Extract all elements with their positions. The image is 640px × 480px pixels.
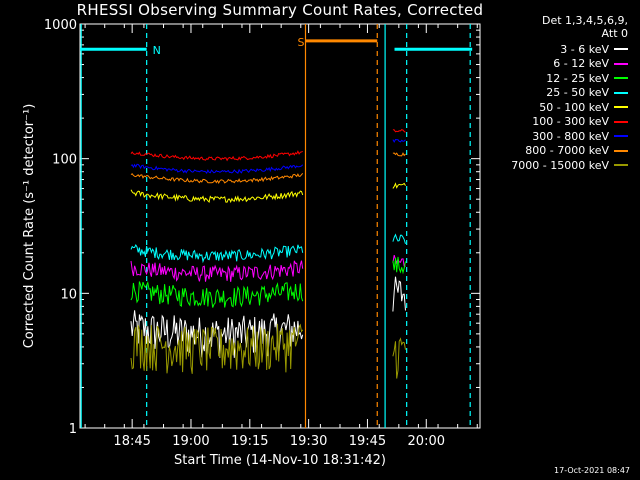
series-line-2 xyxy=(130,280,304,308)
series-line-0 xyxy=(392,276,406,312)
legend-swatch xyxy=(614,135,628,137)
flag-label-s: S xyxy=(297,36,304,49)
legend-swatch xyxy=(614,91,628,94)
legend-header-attenuator: Att 0 xyxy=(601,27,628,40)
legend-entry: 6 - 12 keV xyxy=(553,57,628,71)
series-line-0 xyxy=(130,310,304,359)
x-tick-label: 19:00 xyxy=(172,434,209,449)
x-axis-label: Start Time (14-Nov-10 18:31:42) xyxy=(174,453,386,468)
x-tick-label: 19:45 xyxy=(349,434,386,449)
chart-title: RHESSI Observing Summary Count Rates, Co… xyxy=(76,1,484,19)
legend-header-detectors: Det 1,3,4,5,6,9, xyxy=(541,14,628,27)
x-tick-label: 20:00 xyxy=(408,434,445,449)
series-line-6 xyxy=(130,163,304,175)
legend-swatch xyxy=(614,77,628,79)
legend-label: 6 - 12 keV xyxy=(553,57,609,70)
legend-label: 300 - 800 keV xyxy=(532,129,609,143)
legend-swatch xyxy=(614,149,628,152)
series-line-7 xyxy=(392,152,406,157)
series-line-3 xyxy=(392,233,406,244)
flag-label-n: N xyxy=(153,44,161,57)
series-line-7 xyxy=(130,172,304,184)
legend-entry: 12 - 25 keV xyxy=(546,71,628,85)
legend-label: 3 - 6 keV xyxy=(560,42,609,56)
series-line-6 xyxy=(392,138,406,143)
legend-label: 800 - 7000 keV xyxy=(525,144,609,157)
series-line-5 xyxy=(130,150,303,162)
legend-label: 12 - 25 keV xyxy=(546,71,609,85)
series-line-2 xyxy=(392,256,406,275)
y-axis-label: Corrected Count Rate (s⁻¹ detector⁻¹) xyxy=(22,104,37,349)
legend-entry: 25 - 50 keV xyxy=(546,86,628,100)
x-tick-label: 18:45 xyxy=(113,434,150,449)
timestamp: 17-Oct-2021 08:47 xyxy=(554,466,630,475)
legend-entry: 7000 - 15000 keV xyxy=(511,158,628,172)
legend-label: 7000 - 15000 keV xyxy=(511,158,609,172)
legend-swatch xyxy=(614,48,628,50)
y-tick-label: 1000 xyxy=(44,18,77,33)
plot-area: 1 10 100 1000 18:45 19:00 19:15 19:30 19:45 20:00… xyxy=(22,18,481,449)
legend-entry: 50 - 100 keV xyxy=(539,100,628,114)
x-tick-label: 19:15 xyxy=(231,434,268,449)
legend-label: 50 - 100 keV xyxy=(539,100,609,114)
legend-label: 25 - 50 keV xyxy=(546,86,609,99)
series-line-1 xyxy=(130,260,304,282)
legend-swatch xyxy=(614,120,628,123)
plot-frame xyxy=(79,23,481,429)
legend-entry: 3 - 6 keV xyxy=(560,42,628,56)
legend-entry: 800 - 7000 keV xyxy=(525,144,628,158)
series-line-4 xyxy=(130,189,304,204)
y-tick-label: 10 xyxy=(60,287,77,302)
legend-swatch xyxy=(614,106,628,108)
legend-swatch xyxy=(614,62,628,65)
legend-entry: 300 - 800 keV xyxy=(532,129,628,143)
series-line-4 xyxy=(392,182,406,189)
legend-entry: 100 - 300 keV xyxy=(532,115,628,129)
x-tick-label: 19:30 xyxy=(290,434,327,449)
series-line-3 xyxy=(130,243,304,264)
series-line-8 xyxy=(392,337,406,379)
y-tick-label: 1 xyxy=(69,422,77,437)
series-line-8 xyxy=(130,323,304,374)
y-tick-label: 100 xyxy=(52,153,77,168)
series-line-5 xyxy=(392,129,406,133)
legend-swatch xyxy=(614,164,628,166)
legend-label: 100 - 300 keV xyxy=(532,115,609,128)
